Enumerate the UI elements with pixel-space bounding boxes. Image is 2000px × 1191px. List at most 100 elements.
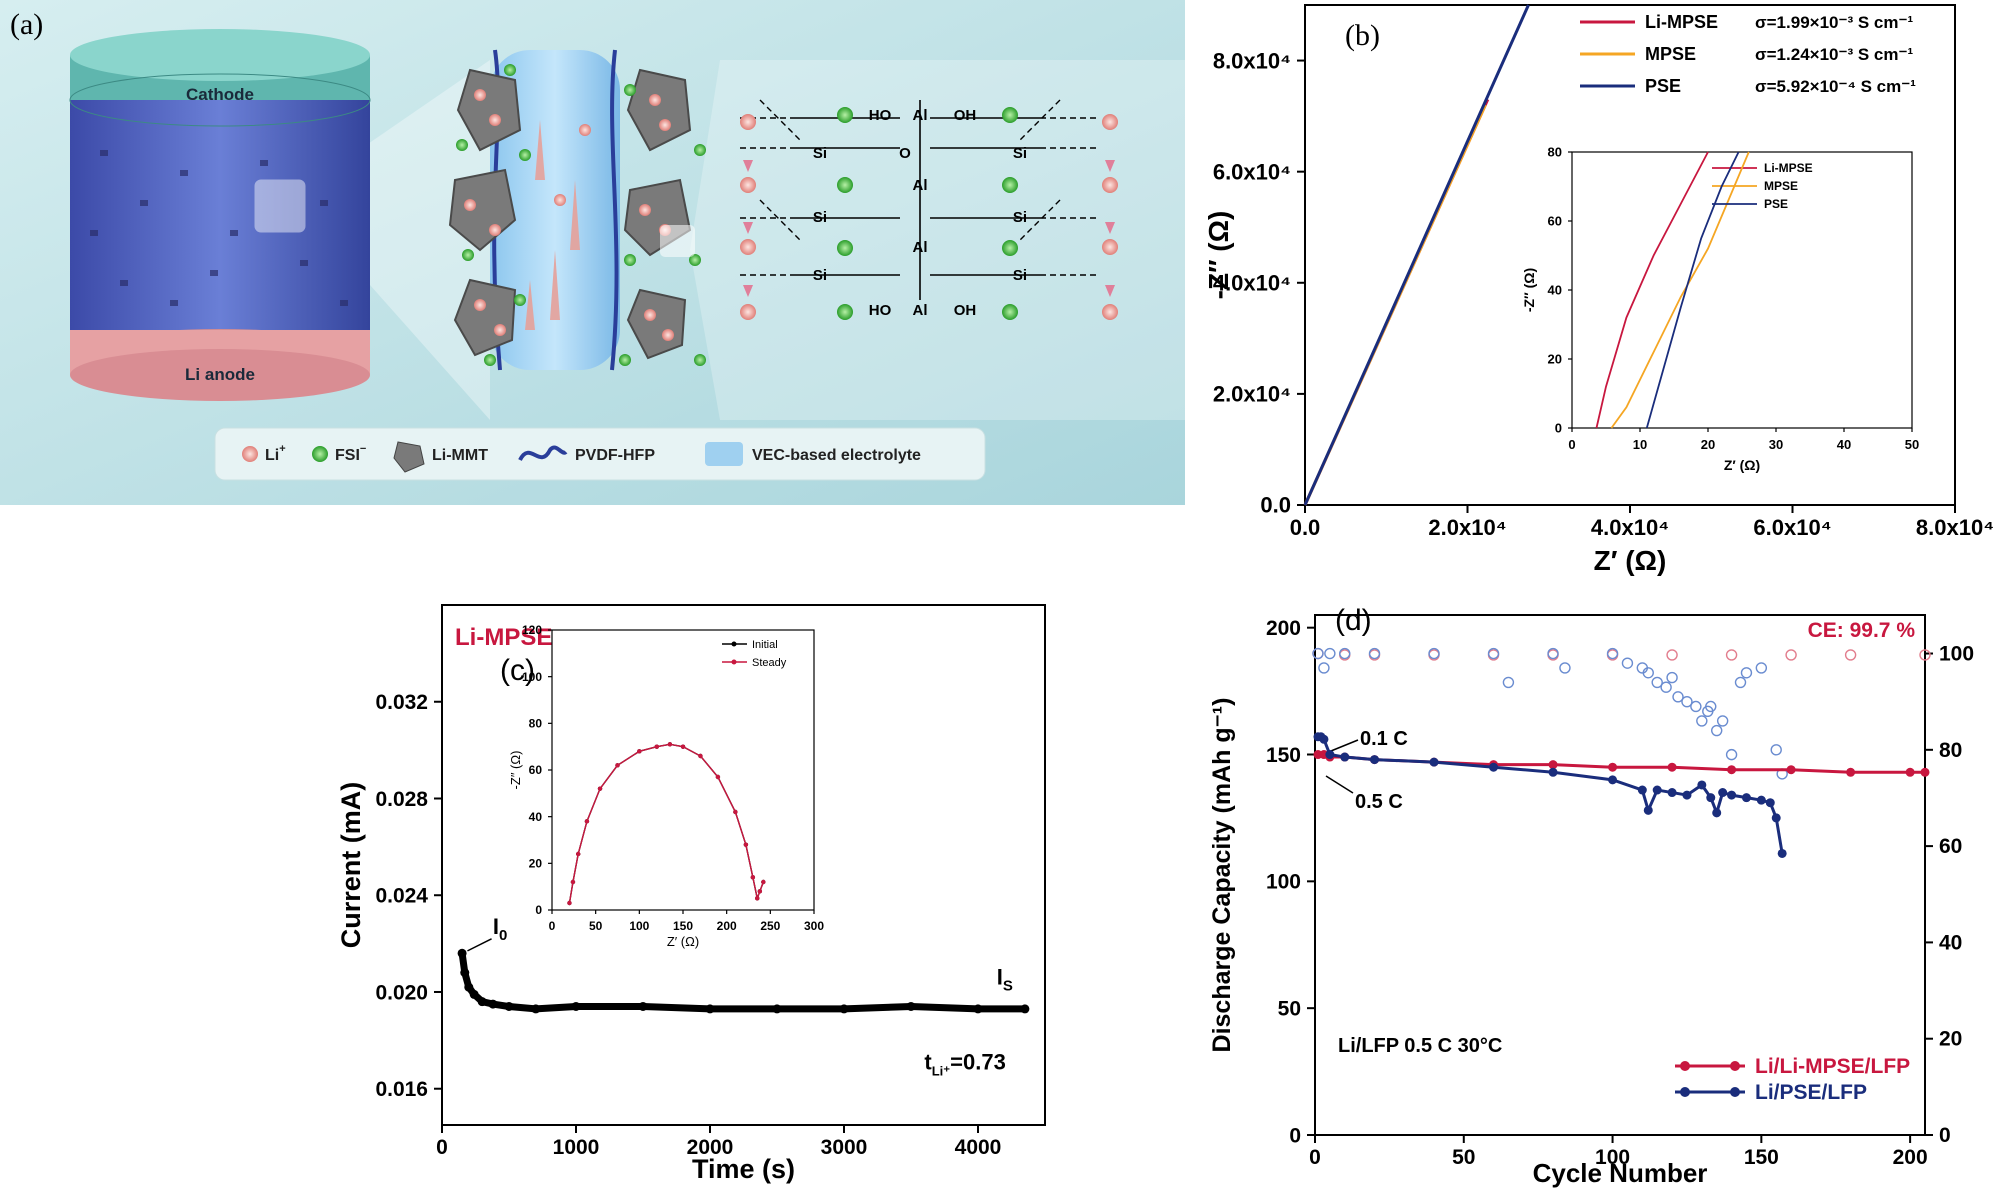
panel-c-inset-point bbox=[597, 786, 603, 791]
panel-b-legend-sigma: σ=1.24×10⁻³ S cm⁻¹ bbox=[1755, 45, 1913, 64]
panel-c-inset-legend-name: Steady bbox=[752, 657, 787, 669]
panel-d-x-tick-label: 100 bbox=[1595, 1146, 1630, 1169]
panel-c-inset-x-tick-label: 200 bbox=[717, 919, 737, 933]
panel-d-ce-point bbox=[1660, 681, 1672, 693]
panel-d-chart: 0 50 100 150 200050100150200020406080100Cycl… bbox=[1208, 604, 1974, 1188]
panel-d-capacity-point bbox=[1718, 788, 1728, 798]
panel-d-legend-marker bbox=[1730, 1087, 1740, 1097]
panel-c-inset-point bbox=[715, 774, 721, 780]
panel-d-legend-name: Li/Li-MPSE/LFP bbox=[1755, 1055, 1910, 1078]
panel-d-ce-point bbox=[1740, 667, 1753, 679]
panel-d-ce-point bbox=[1666, 671, 1678, 684]
fiber-structure bbox=[448, 49, 706, 371]
atom-ho: HO bbox=[869, 107, 892, 124]
panel-d-rate-05c-arrow bbox=[1325, 775, 1354, 794]
panel-c-point bbox=[772, 1004, 782, 1014]
legend-pvdf-hfp: PVDF-HFP bbox=[575, 447, 655, 464]
panel-c-point bbox=[469, 989, 479, 999]
panel-d-capacity-point bbox=[1608, 762, 1618, 772]
panel-c-x-tick-label: 3000 bbox=[821, 1136, 868, 1159]
panel-b-inset-legend-name: MPSE bbox=[1764, 179, 1798, 193]
panel-c-inset-point bbox=[667, 742, 673, 747]
panel-d-y-tick-label: 200 bbox=[1266, 617, 1301, 640]
li-mmt-symbol bbox=[393, 441, 425, 473]
panel-d-ce-point bbox=[1844, 649, 1857, 661]
panel-d-capacity-point bbox=[1741, 793, 1751, 803]
panel-d-capacity-point bbox=[1682, 790, 1692, 800]
panel-d-capacity-point bbox=[1697, 780, 1707, 790]
panel-c-point bbox=[477, 997, 487, 1007]
panel-c-point bbox=[638, 1001, 648, 1011]
panel-b-x-tick-label: 0.0 bbox=[1290, 515, 1321, 540]
panel-c-inset-point bbox=[576, 851, 581, 857]
atom-si-right-2: Si bbox=[1013, 209, 1027, 226]
panel-d-ce-point bbox=[1696, 715, 1708, 727]
panel-c-inset-x-tick-label: 0 bbox=[549, 919, 556, 933]
atom-si-left-2: Si bbox=[813, 209, 827, 226]
panel-d-ce-point bbox=[1785, 649, 1797, 661]
panel-b-inset-y-label: -Z″ (Ω) bbox=[1521, 268, 1537, 312]
panel-d-ce-point bbox=[1642, 667, 1654, 679]
panel-d-capacity-point bbox=[1608, 775, 1618, 785]
panel-d-ce-point bbox=[1318, 662, 1330, 674]
panel-b-inset-background bbox=[1502, 142, 1932, 493]
panel-d-capacity-point bbox=[1637, 785, 1647, 795]
panel-c-inset-y-tick-label: 20 bbox=[529, 857, 543, 871]
panel-b-y-tick-label: 8.0x10⁴ bbox=[1213, 48, 1291, 73]
panel-c-point bbox=[839, 1004, 849, 1014]
panel-b-legend-sigma: σ=5.92×10⁻⁴ S cm⁻¹ bbox=[1755, 77, 1916, 96]
panel-c-inset-x-tick-label: 50 bbox=[589, 919, 603, 933]
panel-d-capacity-point bbox=[1712, 808, 1722, 818]
panel-c-inset-y-tick-label: 80 bbox=[529, 717, 543, 731]
panel-c-y-tick-label: 0.024 bbox=[375, 885, 428, 908]
panel-c-point bbox=[464, 982, 474, 992]
panel-b-y-axis-label: -Z″ (Ω) bbox=[1203, 211, 1234, 300]
anode-label: Li anode bbox=[185, 365, 255, 384]
legend-li-mmt: Li-MMT bbox=[432, 447, 488, 464]
panel-c-label: (c) bbox=[500, 654, 535, 687]
panel-c-inset-series-initial bbox=[568, 743, 765, 904]
panel-d-ce-point bbox=[1368, 647, 1381, 660]
panel-d-ce-point bbox=[1606, 647, 1619, 660]
panel-d-ce-point bbox=[1559, 662, 1571, 674]
panel-d-ce-point bbox=[1651, 676, 1663, 689]
panel-c-inset-y-tick-label: 60 bbox=[529, 763, 543, 777]
atom-al-2: Al bbox=[913, 177, 928, 194]
atom-si-right: Si bbox=[1013, 145, 1027, 162]
panel-d-rate-01c: 0.1 C bbox=[1360, 728, 1408, 750]
panel-c-inset-y-tick-label: 120 bbox=[522, 623, 542, 637]
panel-c-x-tick-label: 1000 bbox=[553, 1136, 600, 1159]
panel-c-point bbox=[457, 948, 467, 958]
panel-c-point bbox=[906, 1001, 916, 1011]
mmt-crystal-structure: Al HO OH Si Si O Al Si Si Al Si Si Al HO… bbox=[740, 99, 1118, 320]
panel-d-capacity-point bbox=[1548, 767, 1558, 777]
panel-b-inset-y-tick-label: 80 bbox=[1548, 145, 1562, 160]
panel-d-ce-point bbox=[1324, 647, 1336, 660]
panel-d-ce-point bbox=[1487, 647, 1500, 660]
vec-electrolyte-symbol bbox=[705, 442, 743, 466]
panel-c-x-tick-label: 2000 bbox=[687, 1136, 734, 1159]
panel-b-inset-series-mpse bbox=[1610, 151, 1750, 429]
panel-b-x-tick-label: 2.0x10⁴ bbox=[1428, 515, 1506, 540]
panel-c-y-tick-label: 0.032 bbox=[375, 691, 428, 714]
legend-li: Li+ bbox=[265, 443, 286, 464]
panel-c-point bbox=[1020, 1004, 1030, 1014]
panel-d-capacity-point bbox=[1643, 805, 1653, 815]
atom-oh: OH bbox=[954, 107, 977, 124]
panel-d-y-tick-label: 0 bbox=[1289, 1124, 1301, 1147]
panel-b-inset-x-tick-label: 0 bbox=[1568, 437, 1575, 452]
panel-c-inset-legend-name: Initial bbox=[752, 639, 778, 651]
panel-b-legend-name: MPSE bbox=[1645, 44, 1696, 64]
panel-c-point bbox=[531, 1004, 541, 1014]
panel-d-capacity-point bbox=[1429, 757, 1439, 767]
battery-cell: Cathode Li anode bbox=[69, 29, 371, 401]
panel-d-series-li-li-mpse-lfp bbox=[1317, 753, 1925, 774]
panel-b-inset-y-tick-label: 0 bbox=[1555, 421, 1562, 436]
panel-c-title: Li-MPSE bbox=[455, 624, 552, 651]
panel-d-y2-tick-label: 20 bbox=[1939, 1028, 1962, 1051]
fsi-anion-symbol bbox=[312, 446, 328, 462]
panel-c-i0-label: I0 bbox=[493, 914, 507, 944]
panel-d-y2-tick-label: 40 bbox=[1939, 931, 1962, 954]
panel-d-ce-point bbox=[1919, 649, 1931, 661]
atom-si-left: Si bbox=[813, 145, 827, 162]
